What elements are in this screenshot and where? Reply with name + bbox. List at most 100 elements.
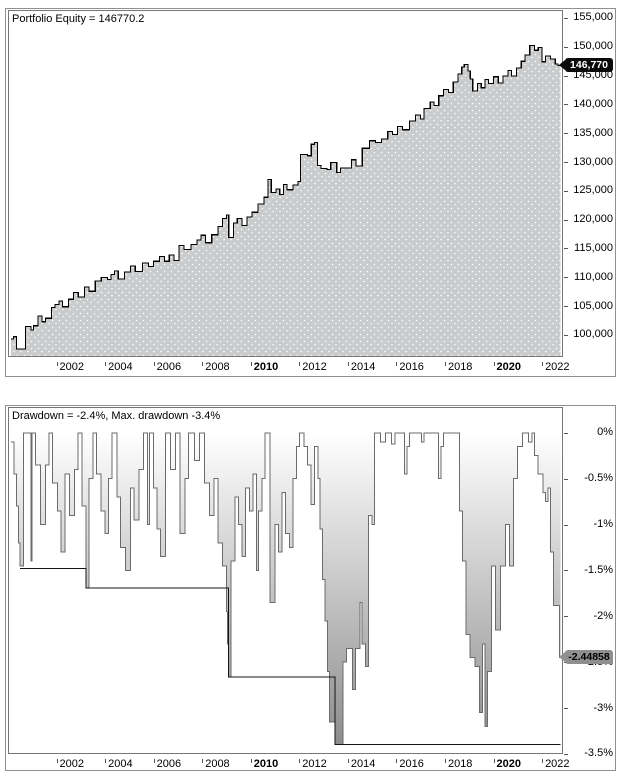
x-axis-tick-label: 2002 [56, 758, 84, 770]
x-axis-tick-mark [299, 362, 301, 366]
y-axis-tick-label: -0.5% [584, 472, 613, 485]
x-axis-tick-mark [396, 759, 398, 763]
drawdown-area [10, 432, 561, 745]
x-axis-tick-label: 2020 [493, 758, 521, 770]
drawdown-callout-value: -2.44858 [568, 651, 610, 664]
x-axis-tick-label: 2014 [347, 361, 375, 373]
y-axis-tick-mark [564, 334, 568, 336]
x-axis-tick-label: 2004 [105, 361, 133, 373]
x-axis-tick-mark [347, 362, 349, 366]
x-axis-tick-label: 2006 [153, 758, 181, 770]
y-axis-tick-mark [564, 162, 568, 164]
y-axis-tick-label: -1% [593, 518, 613, 531]
y-axis-tick-label: 135,000 [573, 126, 613, 139]
y-axis-tick-label: -2% [593, 609, 613, 622]
y-axis-tick-label: 150,000 [573, 40, 613, 53]
max-drawdown-line [19, 568, 561, 746]
x-axis-tick-label: 2004 [105, 758, 133, 770]
x-axis-tick-label: 2020 [493, 361, 521, 373]
equity-plot-area[interactable] [8, 10, 563, 357]
y-axis-tick-label: 115,000 [574, 241, 613, 254]
x-axis-tick-mark [542, 759, 544, 763]
y-axis-tick-mark [564, 753, 568, 755]
drawdown-line [10, 432, 561, 746]
equity-area [10, 45, 561, 356]
y-axis-tick-label: 145,000 [573, 69, 613, 82]
x-axis-tick-mark [202, 362, 204, 366]
drawdown-plot-area[interactable] [8, 407, 563, 754]
y-axis-tick-mark [564, 104, 568, 106]
equity-title: Portfolio Equity = 146770.2 [12, 13, 145, 25]
x-axis-tick-label: 2022 [542, 758, 570, 770]
x-axis-tick-mark [347, 759, 349, 763]
drawdown-last-value-callout: -2.44858 [559, 650, 613, 665]
x-axis-tick-mark [105, 362, 107, 366]
x-axis-tick-label: 2002 [56, 361, 84, 373]
y-axis-tick-label: 105,000 [573, 299, 613, 312]
x-axis-tick-label: 2014 [347, 758, 375, 770]
x-axis-tick-label: 2018 [444, 758, 472, 770]
x-axis-tick-label: 2012 [299, 758, 327, 770]
y-axis-tick-label: 140,000 [573, 97, 613, 110]
y-axis-tick-mark [564, 46, 568, 48]
x-axis-tick-mark [153, 759, 155, 763]
y-axis-tick-mark [564, 75, 568, 77]
y-axis-tick-mark [564, 478, 568, 480]
y-axis-tick-mark [564, 17, 568, 19]
y-axis-tick-mark [564, 432, 568, 434]
y-axis-tick-label: 0% [597, 426, 613, 439]
y-axis-tick-mark [564, 306, 568, 308]
y-axis-tick-label: -1.5% [584, 563, 613, 576]
x-axis-tick-mark [105, 759, 107, 763]
x-axis-tick-label: 2016 [396, 361, 424, 373]
y-axis-tick-label: 130,000 [573, 155, 613, 168]
callout-arrow-icon [559, 60, 565, 71]
x-axis-tick-label: 2022 [542, 361, 570, 373]
y-axis-tick-label: 100,000 [573, 328, 613, 341]
y-axis-tick-label: -3.5% [584, 747, 613, 760]
y-axis-tick-mark [564, 708, 568, 710]
y-axis-tick-label: 110,000 [574, 270, 613, 283]
y-axis-tick-mark [564, 570, 568, 572]
y-axis-tick-label: -3% [593, 701, 613, 714]
y-axis-tick-mark [564, 248, 568, 250]
x-axis-tick-mark [56, 362, 58, 366]
x-axis-tick-label: 2018 [444, 361, 472, 373]
x-axis-tick-label: 2010 [250, 361, 278, 373]
x-axis-tick-mark [444, 362, 446, 366]
equity-callout-value: 146,770 [570, 59, 608, 72]
drawdown-title: Drawdown = -2.4%, Max. drawdown -3.4% [12, 410, 221, 422]
equity-line [10, 45, 561, 350]
y-axis-tick-label: 120,000 [573, 213, 613, 226]
x-axis-tick-label: 2010 [250, 758, 278, 770]
y-axis-tick-mark [564, 277, 568, 279]
y-axis-tick-mark [564, 616, 568, 618]
y-axis-tick-label: 125,000 [573, 184, 613, 197]
x-axis-tick-mark [299, 759, 301, 763]
x-axis-tick-mark [153, 362, 155, 366]
x-axis-tick-label: 2012 [299, 361, 327, 373]
x-axis-tick-mark [56, 759, 58, 763]
x-axis-tick-label: 2006 [153, 361, 181, 373]
y-axis-tick-mark [564, 190, 568, 192]
x-axis-tick-mark [493, 759, 495, 763]
y-axis-tick-label: 155,000 [573, 11, 613, 24]
x-axis-tick-label: 2008 [202, 361, 230, 373]
x-axis-tick-mark [202, 759, 204, 763]
x-axis-tick-label: 2008 [202, 758, 230, 770]
y-axis-tick-mark [564, 524, 568, 526]
callout-arrow-icon [559, 652, 565, 663]
x-axis-tick-mark [444, 759, 446, 763]
x-axis-tick-mark [493, 362, 495, 366]
y-axis-tick-mark [564, 133, 568, 135]
y-axis-tick-mark [564, 219, 568, 221]
x-axis-tick-mark [250, 362, 252, 366]
equity-panel: Portfolio Equity = 146770.2 146,770 155,… [5, 8, 616, 377]
x-axis-tick-label: 2016 [396, 758, 424, 770]
drawdown-panel: Drawdown = -2.4%, Max. drawdown -3.4% -2… [5, 405, 616, 771]
x-axis-tick-mark [396, 362, 398, 366]
x-axis-tick-mark [542, 362, 544, 366]
equity-last-value-callout: 146,770 [559, 58, 613, 73]
x-axis-tick-mark [250, 759, 252, 763]
